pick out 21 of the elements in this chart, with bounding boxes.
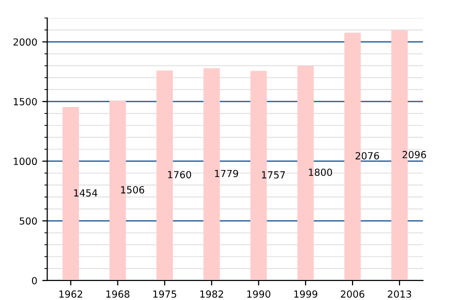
data-label: 1757 — [262, 171, 285, 178]
x-tick-label: 1962 — [59, 290, 82, 298]
x-tick-label: 1968 — [106, 290, 130, 298]
y-tick-label: 2000 — [13, 38, 37, 46]
data-label: 1454 — [74, 189, 98, 197]
x-tick-label: 2013 — [388, 290, 412, 298]
x-tick-label: 2006 — [340, 290, 364, 298]
data-label: 1506 — [121, 186, 144, 194]
y-tick-label: 1500 — [14, 98, 37, 106]
x-tick-label: 1975 — [153, 290, 176, 298]
x-tick-label: 1990 — [247, 290, 270, 298]
y-tick-label: 500 — [20, 217, 37, 225]
data-label: 1800 — [308, 168, 332, 176]
x-tick-label: 1982 — [200, 290, 224, 298]
data-label: 2076 — [356, 152, 380, 160]
data-label: 2096 — [402, 150, 426, 158]
data-label: 1779 — [215, 170, 238, 178]
y-tick-label: 1000 — [14, 158, 37, 166]
data-label: 1760 — [168, 170, 192, 178]
x-tick-label: 1999 — [294, 290, 318, 298]
y-tick-label: 0 — [32, 276, 37, 284]
